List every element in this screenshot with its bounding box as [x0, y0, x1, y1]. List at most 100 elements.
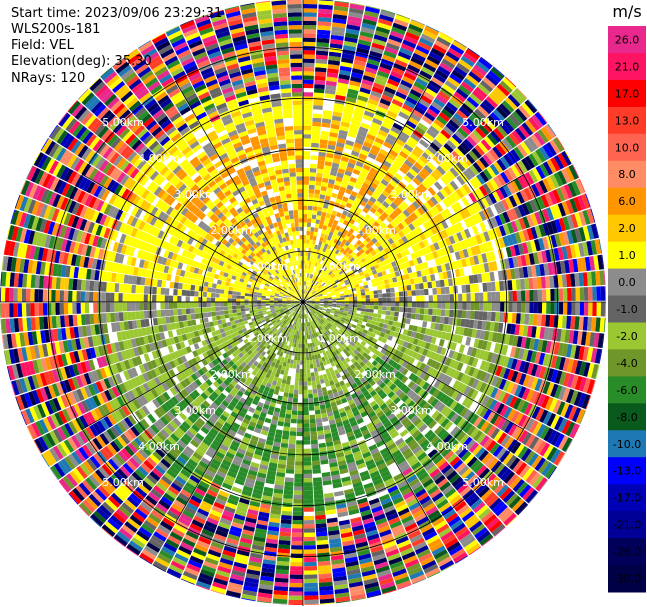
velocity-gate	[296, 313, 299, 318]
velocity-gate	[313, 493, 324, 499]
velocity-gate	[502, 452, 514, 465]
velocity-gate	[530, 213, 539, 226]
velocity-gate	[420, 94, 433, 105]
velocity-gate	[275, 569, 289, 575]
velocity-gate	[557, 202, 567, 217]
velocity-gate	[308, 201, 314, 207]
velocity-gate	[327, 303, 333, 305]
velocity-gate	[361, 251, 368, 258]
velocity-gate	[369, 302, 375, 306]
velocity-gate	[327, 453, 337, 460]
velocity-gate	[323, 298, 328, 300]
velocity-gate	[489, 271, 495, 282]
velocity-gate	[308, 402, 314, 407]
velocity-gate	[213, 399, 222, 407]
velocity-gate	[397, 441, 407, 450]
velocity-gate	[256, 363, 262, 369]
velocity-gate	[320, 190, 327, 196]
velocity-gate	[305, 304, 309, 309]
velocity-gate	[385, 329, 391, 335]
velocity-gate	[175, 496, 188, 506]
velocity-gate	[409, 442, 420, 451]
velocity-gate	[308, 307, 313, 311]
velocity-gate	[104, 521, 119, 534]
velocity-gate	[355, 333, 361, 339]
velocity-gate	[280, 383, 286, 389]
velocity-gate	[368, 271, 374, 277]
velocity-gate	[284, 388, 290, 394]
velocity-gate	[329, 286, 334, 290]
velocity-gate	[299, 309, 302, 315]
velocity-gate	[344, 170, 353, 177]
velocity-gate	[507, 94, 521, 108]
velocity-gate	[427, 485, 439, 495]
velocity-gate	[369, 309, 374, 313]
velocity-gate	[240, 377, 247, 384]
velocity-gate	[349, 80, 361, 87]
velocity-gate	[306, 286, 309, 291]
velocity-gate	[408, 136, 419, 146]
velocity-gate	[518, 230, 526, 243]
velocity-gate	[335, 90, 347, 97]
velocity-gate	[328, 204, 334, 211]
velocity-gate	[284, 335, 288, 341]
velocity-gate	[333, 264, 339, 270]
velocity-gate	[216, 470, 227, 479]
velocity-gate	[385, 439, 395, 447]
velocity-gate	[290, 566, 303, 571]
velocity-gate	[337, 347, 343, 353]
velocity-gate	[274, 484, 284, 490]
velocity-gate	[310, 297, 315, 299]
velocity-gate	[369, 167, 378, 175]
velocity-gate	[328, 367, 334, 373]
velocity-gate	[313, 363, 317, 369]
velocity-gate	[444, 80, 458, 91]
velocity-gate	[593, 332, 600, 348]
velocity-gate	[366, 376, 374, 384]
velocity-gate	[308, 321, 311, 327]
velocity-gate	[391, 261, 397, 268]
velocity-gate	[451, 94, 464, 106]
velocity-gate	[231, 569, 246, 578]
velocity-gate	[440, 431, 450, 441]
velocity-gate	[578, 211, 587, 226]
velocity-gate	[339, 160, 348, 167]
velocity-gate	[326, 72, 339, 78]
velocity-gate	[310, 304, 315, 307]
velocity-gate	[465, 439, 476, 451]
velocity-gate	[327, 411, 334, 417]
velocity-gate	[335, 146, 344, 152]
velocity-gate	[313, 257, 317, 263]
velocity-gate	[346, 24, 361, 31]
velocity-gate	[599, 317, 605, 333]
velocity-gate	[396, 344, 403, 352]
velocity-gate	[321, 471, 331, 478]
velocity-gate	[393, 282, 399, 288]
velocity-gate	[348, 299, 354, 302]
velocity-gate	[357, 268, 363, 274]
velocity-gate	[321, 229, 326, 235]
velocity-gate	[317, 245, 321, 251]
velocity-gate	[224, 506, 236, 514]
velocity-gate	[399, 511, 412, 521]
velocity-gate	[278, 337, 283, 342]
velocity-gate	[273, 411, 280, 417]
velocity-gate	[473, 338, 480, 348]
velocity-gate	[305, 318, 308, 323]
velocity-gate	[254, 449, 263, 456]
velocity-gate	[306, 303, 311, 305]
velocity-gate	[317, 548, 330, 554]
velocity-gate	[261, 407, 268, 414]
velocity-gate	[362, 318, 368, 323]
velocity-gate	[306, 303, 311, 305]
velocity-gate	[345, 372, 351, 378]
velocity-gate	[409, 203, 417, 212]
velocity-gate	[309, 422, 317, 428]
velocity-gate	[308, 189, 315, 194]
velocity-gate	[160, 496, 173, 507]
velocity-gate	[501, 138, 513, 151]
velocity-gate	[146, 516, 159, 528]
velocity-gate	[470, 67, 485, 80]
velocity-gate	[380, 581, 396, 590]
velocity-gate	[323, 332, 328, 337]
